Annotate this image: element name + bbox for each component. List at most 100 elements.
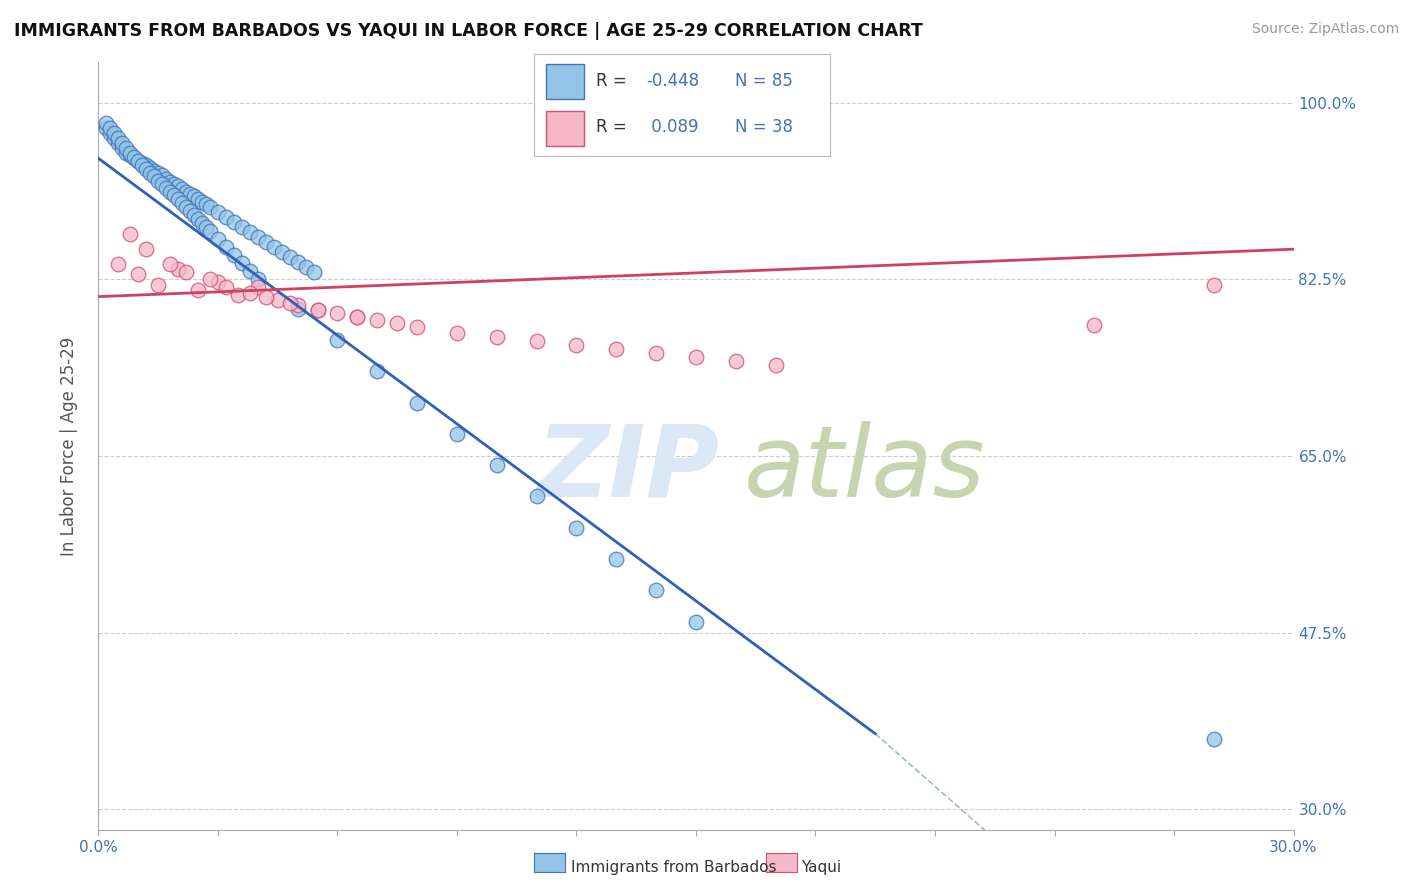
Point [485,458,508,473]
Point [287,301,309,316]
Point [167,262,190,277]
Text: Immigrants from Barbados: Immigrants from Barbados [571,861,776,875]
Point [163,187,186,202]
Point [159,185,181,199]
Point [172,195,194,210]
Point [605,342,627,356]
Point [239,285,262,300]
Point [150,177,173,191]
Point [96,121,118,136]
Point [107,131,129,145]
Point [115,141,138,155]
Point [724,354,747,368]
Point [263,240,285,254]
Point [526,334,548,348]
Point [111,136,134,151]
Text: ZIP: ZIP [537,420,720,517]
Point [565,338,588,352]
Point [155,171,177,186]
Point [120,227,142,241]
Point [239,225,262,239]
Point [222,215,245,229]
Point [254,290,277,304]
Point [685,350,707,364]
Point [446,326,468,340]
Point [270,245,292,260]
Point [103,131,125,145]
Point [143,169,166,184]
Point [246,272,269,286]
Text: R =: R = [596,72,633,90]
Point [565,521,588,535]
Point [143,164,166,178]
Text: Source: ZipAtlas.com: Source: ZipAtlas.com [1251,22,1399,37]
Point [163,177,186,191]
Text: 0.089: 0.089 [647,119,699,136]
Point [120,148,142,162]
Point [287,255,309,269]
Point [231,256,253,270]
Point [287,298,309,312]
Point [239,264,262,278]
Point [135,162,157,177]
Point [294,260,316,275]
Point [103,126,125,140]
Point [207,276,229,290]
Point [485,330,508,344]
FancyBboxPatch shape [546,111,585,145]
Point [605,552,627,566]
Point [107,136,129,151]
Point [1202,277,1225,292]
Point [120,146,142,161]
Point [195,196,218,211]
Point [215,210,238,224]
Point [307,302,329,317]
Point [226,287,249,301]
Point [139,166,162,180]
Point [191,194,214,209]
Point [98,121,122,136]
Point [131,158,153,172]
Point [107,257,129,271]
Point [765,358,787,372]
Point [135,158,157,172]
Point [198,224,221,238]
Point [111,141,134,155]
Point [406,319,429,334]
Y-axis label: In Labor Force | Age 25-29: In Labor Force | Age 25-29 [59,336,77,556]
Point [207,232,229,246]
Point [148,173,170,187]
Point [167,192,190,206]
Point [174,265,197,279]
Point [1083,318,1105,332]
Point [1202,731,1225,746]
Point [127,154,149,169]
Text: N = 85: N = 85 [735,72,793,90]
Point [278,250,301,264]
Point [685,615,707,629]
Point [155,180,177,194]
Point [207,204,229,219]
Point [254,235,277,249]
Point [446,426,468,441]
Point [179,203,201,218]
Point [127,154,149,169]
Point [231,219,253,234]
Point [174,185,197,199]
Point [215,279,238,293]
Point [135,242,157,256]
Point [124,150,146,164]
Point [195,219,218,234]
Point [385,316,409,330]
Point [183,208,205,222]
Point [645,583,668,598]
Point [179,186,201,201]
Point [183,188,205,202]
Point [222,248,245,262]
Point [148,166,170,180]
Text: R =: R = [596,119,633,136]
Point [139,161,162,176]
Point [246,279,269,293]
Point [215,240,238,254]
Point [326,333,349,347]
